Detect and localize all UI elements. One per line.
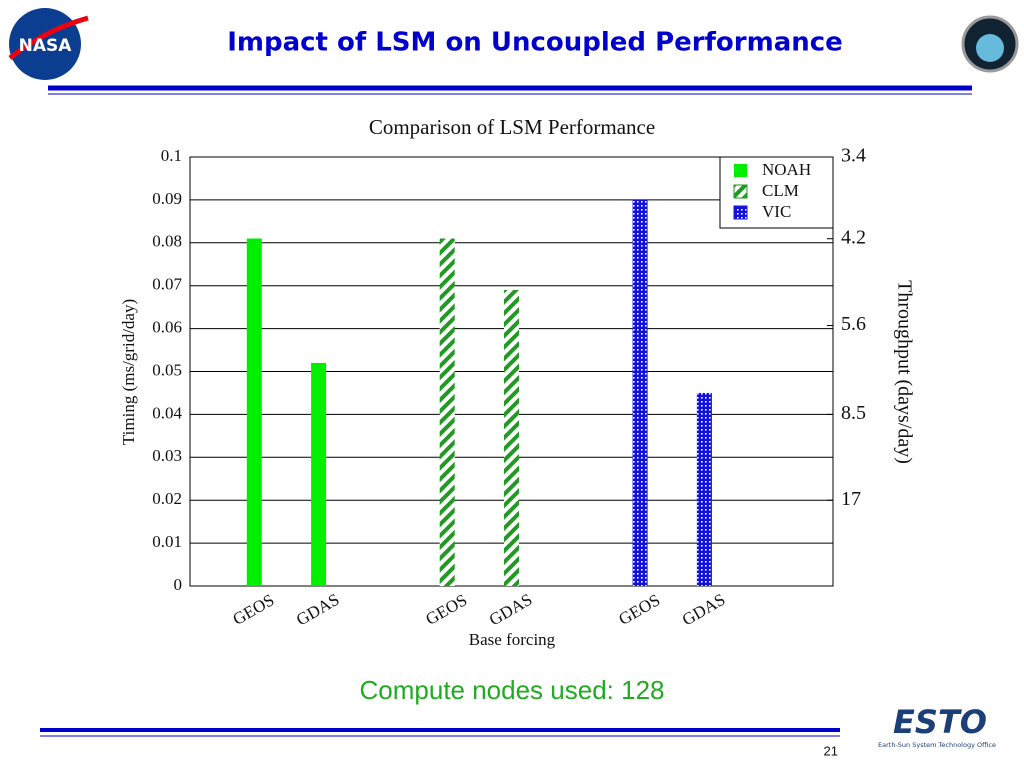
y-axis-label: Timing (ms/grid/day)	[119, 299, 138, 445]
nasa-logo: NASA	[8, 8, 89, 80]
y-tick-label: 0	[174, 575, 183, 594]
bar	[632, 199, 648, 586]
y2-tick-label: 4.2	[841, 226, 866, 248]
y-tick-label: 0.08	[152, 232, 182, 251]
legend-label: VIC	[762, 202, 791, 221]
x-axis-label: Base forcing	[469, 630, 556, 649]
plot: 0 0.01 0.02 0.03 0.04 0.05 0.06 0.07 0.08 0.09 0.1…	[152, 145, 866, 630]
y-tick-label: 0.04	[152, 403, 182, 422]
legend-swatch	[734, 164, 747, 177]
x-tick-label: GEOS	[615, 590, 663, 629]
nasa-text: NASA	[19, 36, 73, 56]
page-number: 21	[824, 743, 838, 758]
bar	[439, 238, 455, 586]
slide-title: Impact of LSM on Uncoupled Performance	[227, 28, 843, 58]
x-tick-label: GEOS	[422, 590, 470, 629]
bar	[246, 238, 262, 586]
bar	[696, 392, 712, 586]
y-tick-label: 0.05	[152, 360, 182, 379]
y2-tick-label: 3.4	[841, 145, 866, 167]
x-tick-label: GDAS	[486, 590, 536, 630]
legend-swatch	[733, 184, 748, 199]
x-tick-label: GEOS	[230, 590, 278, 629]
legend-swatch	[733, 205, 748, 220]
bar	[504, 289, 519, 586]
chart-title: Comparison of LSM Performance	[369, 115, 655, 139]
x-tick-label: GDAS	[293, 590, 343, 630]
y-tick-label: 0.06	[152, 318, 182, 337]
y2-tick-label: 8.5	[841, 402, 866, 424]
x-tick-label: GDAS	[679, 590, 729, 630]
y-tick-label: 0.1	[161, 146, 182, 165]
y-tick-label: 0.03	[152, 446, 182, 465]
esto-subtitle: Earth-Sun System Technology Office	[878, 741, 996, 749]
note: Compute nodes used: 128	[360, 675, 665, 705]
legend-label: CLM	[762, 181, 799, 200]
mission-logo	[961, 15, 1019, 73]
y-tick-label: 0.09	[152, 189, 182, 208]
esto-logo: ESTO	[893, 703, 987, 741]
y-tick-label: 0.07	[152, 275, 182, 294]
y-tick-label: 0.02	[152, 489, 182, 508]
bar	[311, 362, 327, 586]
y2-axis-label: Throughput (days/day)	[893, 280, 915, 464]
y-tick-label: 0.01	[152, 532, 182, 551]
y2-tick-label: 17	[841, 488, 861, 510]
y2-tick-label: 5.6	[841, 313, 866, 335]
legend-label: NOAH	[762, 160, 811, 179]
